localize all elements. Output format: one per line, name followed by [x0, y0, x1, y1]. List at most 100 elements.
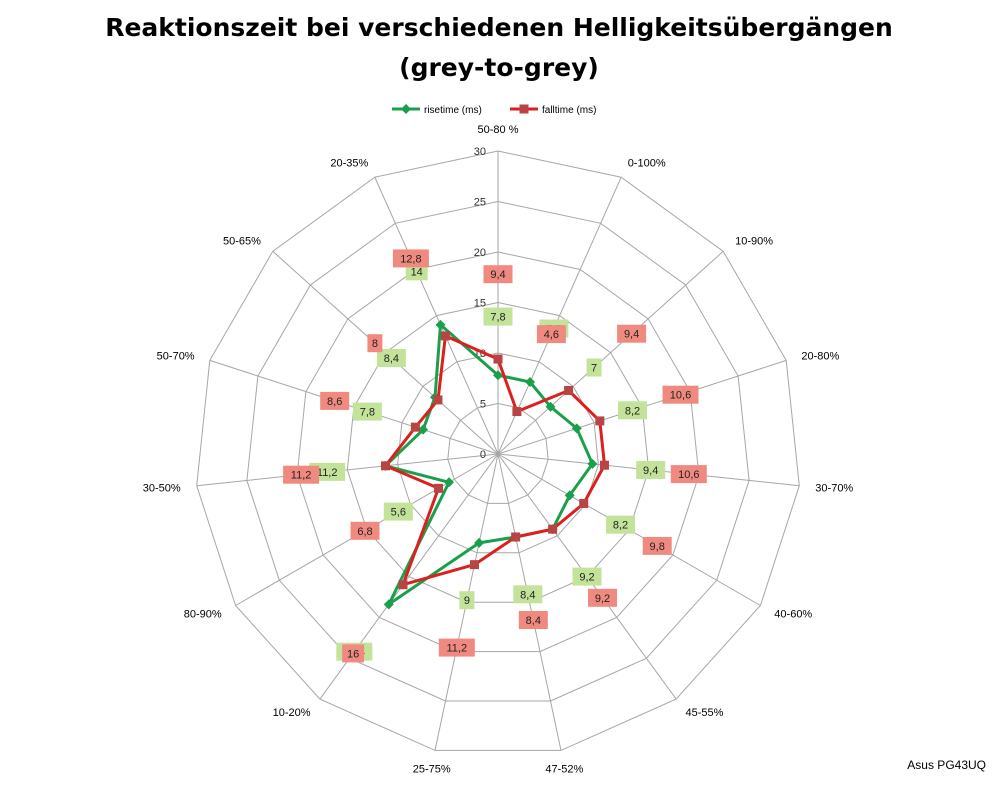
chart-title-line-2: (grey-to-grey)	[399, 53, 599, 82]
falltime-data-label: 9,2	[588, 588, 617, 607]
category-label: 20-35%	[330, 158, 368, 170]
svg-text:10,6: 10,6	[678, 469, 699, 481]
grid-ring-30	[196, 150, 800, 751]
risetime-data-label: 9,4	[636, 461, 666, 479]
svg-text:4,6: 4,6	[544, 329, 559, 341]
risetime-marker	[493, 370, 503, 381]
grid-ring-15	[346, 301, 650, 603]
falltime-data-label: 10,6	[670, 465, 707, 484]
r-tick-label: 15	[474, 298, 486, 310]
svg-text:8,4: 8,4	[384, 353, 399, 365]
risetime-marker	[435, 319, 446, 330]
grid-spoke	[497, 250, 724, 455]
svg-text:16: 16	[347, 648, 359, 660]
falltime-data-label: 9,8	[642, 536, 672, 555]
footer-credit: Asus PG43UQ	[907, 758, 986, 772]
category-label: 20-80%	[801, 350, 839, 362]
svg-text:11,2: 11,2	[447, 643, 468, 655]
category-label: 47-52%	[545, 763, 583, 775]
falltime-marker	[564, 385, 574, 395]
svg-text:9: 9	[464, 595, 470, 607]
svg-text:7,8: 7,8	[360, 407, 375, 419]
falltime-marker	[434, 483, 444, 493]
risetime-marker	[418, 424, 429, 435]
svg-text:7: 7	[591, 363, 597, 375]
svg-text:8,4: 8,4	[520, 589, 535, 601]
grid-ring-20	[296, 251, 700, 653]
legend-entry: risetime (ms)	[424, 105, 482, 116]
falltime-data-label: 11,2	[438, 638, 475, 657]
category-label: 45-55%	[686, 707, 724, 719]
risetime-data-label: 7	[586, 358, 602, 377]
svg-text:8,6: 8,6	[327, 396, 342, 408]
falltime-data-label: 8,4	[518, 611, 548, 629]
legend-marker	[401, 104, 411, 114]
grid-ring-5	[447, 402, 549, 504]
svg-text:7,8: 7,8	[490, 312, 505, 324]
category-label: 50-65%	[223, 236, 261, 248]
series-line-0	[384, 323, 594, 606]
legend-marker	[519, 104, 529, 114]
chart-title-line-1: Reaktionszeit bei verschiedenen Helligke…	[105, 13, 893, 42]
falltime-marker	[511, 532, 521, 542]
falltime-marker	[410, 422, 420, 432]
risetime-data-label: 8,4	[513, 585, 543, 604]
svg-text:11,2: 11,2	[317, 467, 338, 479]
risetime-marker	[474, 537, 485, 548]
svg-text:6,8: 6,8	[357, 526, 372, 538]
category-label: 30-50%	[143, 482, 181, 494]
legend: risetime (ms) falltime (ms)	[392, 104, 596, 116]
r-tick-label: 20	[474, 247, 486, 259]
risetime-data-label: 8,2	[618, 401, 647, 420]
falltime-marker	[548, 524, 558, 534]
risetime-marker	[571, 423, 582, 434]
risetime-data-label: 7,8	[352, 402, 382, 421]
falltime-data-label: 6,8	[350, 521, 380, 540]
grid-ring-25	[246, 200, 750, 702]
falltime-marker	[433, 395, 443, 405]
falltime-marker	[380, 461, 390, 471]
svg-text:9,2: 9,2	[595, 593, 610, 605]
r-tick-label: 30	[474, 146, 486, 158]
svg-text:5,6: 5,6	[391, 507, 406, 519]
falltime-marker	[579, 498, 589, 508]
risetime-marker	[587, 458, 598, 469]
falltime-data-label: 12,8	[392, 249, 429, 268]
svg-text:8: 8	[372, 338, 378, 350]
category-label: 50-70%	[157, 350, 195, 362]
risetime-data-label: 9	[459, 591, 475, 610]
grid-spoke	[196, 453, 499, 487]
falltime-marker	[398, 580, 408, 590]
falltime-data-label: 4,6	[536, 325, 566, 344]
category-label: 50-80 %	[478, 124, 519, 136]
risetime-marker	[525, 377, 536, 388]
r-tick-label: 0	[480, 449, 486, 461]
svg-text:9,8: 9,8	[650, 541, 665, 553]
svg-text:8,2: 8,2	[625, 405, 640, 417]
category-label: 80-90%	[184, 609, 222, 621]
falltime-marker	[493, 354, 503, 364]
svg-text:8,4: 8,4	[526, 615, 541, 627]
chart-title: Reaktionszeit bei verschiedenen Helligke…	[0, 8, 998, 88]
svg-text:9,4: 9,4	[490, 269, 505, 281]
risetime-data-label: 8,4	[376, 349, 406, 367]
category-label: 30-70%	[815, 482, 853, 494]
risetime-data-label: 5,6	[383, 502, 413, 521]
category-label: 0-100%	[628, 158, 666, 170]
falltime-data-label: 9,4	[617, 324, 647, 343]
category-label: 10-90%	[735, 236, 773, 248]
svg-text:8,2: 8,2	[613, 520, 628, 532]
falltime-marker	[595, 416, 605, 426]
r-tick-label: 5	[480, 399, 486, 411]
svg-text:14: 14	[411, 266, 423, 278]
risetime-marker	[564, 490, 575, 501]
svg-text:11,2: 11,2	[291, 470, 312, 482]
risetime-data-label: 7,8	[483, 307, 513, 326]
falltime-data-label: 10,6	[662, 385, 699, 404]
legend-entry: falltime (ms)	[542, 105, 596, 116]
risetime-marker	[444, 477, 455, 488]
svg-text:10,6: 10,6	[670, 390, 691, 402]
svg-text:9,4: 9,4	[624, 329, 639, 341]
falltime-data-label: 8	[367, 334, 383, 353]
